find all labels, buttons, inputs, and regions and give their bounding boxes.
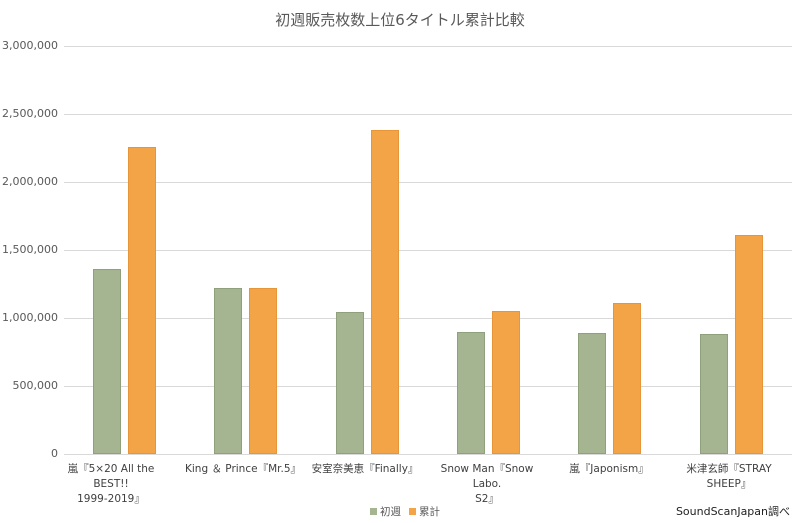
plot-area (64, 46, 792, 455)
bar-cumulative (734, 235, 763, 454)
x-label-4: 嵐『Japonism』 (548, 462, 670, 477)
y-tick-label: 2,500,000 (2, 107, 58, 120)
x-label-2: 安室奈美恵『Finally』 (304, 462, 426, 477)
x-label-0: 嵐『5×20 All the BEST!! 1999-2019』 (50, 462, 172, 507)
legend-item-cumulative: 累計 (409, 504, 440, 519)
gridline (64, 114, 792, 115)
bar-cumulative (249, 288, 278, 454)
bar-cumulative (492, 310, 520, 454)
gridline (64, 182, 792, 183)
y-tick-label: 1,000,000 (2, 311, 58, 324)
x-label-1: King ＆ Prince『Mr.5』 (182, 462, 304, 477)
y-tick-label: 2,000,000 (2, 175, 58, 188)
bar-first-week (335, 312, 364, 454)
y-tick-label: 500,000 (12, 379, 59, 392)
x-label-line: 嵐『5×20 All the BEST!! (67, 463, 155, 490)
gridline (64, 46, 792, 47)
legend-label: 累計 (419, 506, 440, 518)
bar-first-week (578, 332, 607, 454)
gridline (64, 250, 792, 251)
source-note: SoundScanJapan調べ (675, 505, 790, 518)
x-label-3: Snow Man『Snow Labo. S2』 (426, 462, 548, 507)
legend-label: 初週 (380, 506, 401, 518)
x-label-line: S2』 (475, 493, 499, 505)
bar-first-week (699, 334, 728, 454)
legend-swatch-icon (370, 508, 377, 515)
x-label-line: 嵐『Japonism』 (569, 463, 649, 475)
x-label-line: 安室奈美恵『Finally』 (311, 463, 419, 475)
legend-item-first-week: 初週 (370, 504, 401, 519)
bar-cumulative (128, 147, 156, 454)
bar-first-week (214, 288, 243, 454)
bar-cumulative (370, 130, 399, 454)
x-label-line: Snow Man『Snow Labo. (440, 463, 534, 490)
x-label-line: King ＆ Prince『Mr.5』 (185, 463, 301, 475)
y-tick-label: 1,500,000 (2, 243, 58, 256)
legend: 初週 累計 (370, 504, 440, 519)
legend-swatch-icon (409, 508, 416, 515)
gridline (64, 386, 792, 387)
bar-cumulative (613, 303, 642, 454)
y-tick-label: 0 (51, 447, 58, 460)
x-label-line: 米津玄師『STRAY SHEEP』 (686, 463, 772, 490)
x-label-5: 米津玄師『STRAY SHEEP』 (668, 462, 790, 492)
x-label-line: 1999-2019』 (77, 493, 145, 505)
gridline (64, 454, 792, 455)
gridline (64, 318, 792, 319)
y-tick-label: 3,000,000 (2, 39, 58, 52)
bar-first-week (93, 269, 121, 454)
chart-title: 初週販売枚数上位6タイトル累計比較 (275, 11, 525, 29)
bar-first-week (457, 332, 485, 454)
